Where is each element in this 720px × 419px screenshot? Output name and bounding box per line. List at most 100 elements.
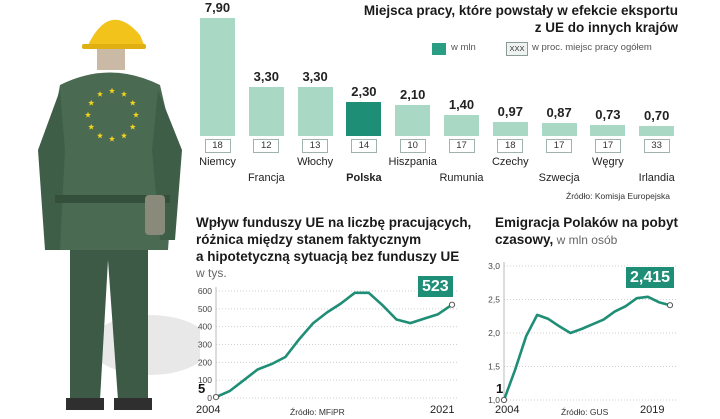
y-tick-label: 300 (198, 340, 212, 350)
endpoint-marker (212, 394, 220, 401)
y-tick-label: 500 (198, 304, 212, 314)
right-chart-source: Źródło: GUS (561, 407, 609, 417)
left-chart-x-start: 2004 (196, 404, 221, 416)
eu-star (97, 132, 103, 139)
worker-illustration (38, 19, 200, 410)
bar-category-label: Niemcy (199, 156, 236, 168)
legend-pct-box: XXX (506, 42, 528, 56)
bar-irlandia (639, 125, 675, 136)
bar-category-label: Rumunia (439, 172, 484, 184)
bar-percent-label: 12 (253, 139, 280, 153)
bar-value-label: 2,30 (351, 83, 377, 99)
endpoint-marker (500, 396, 508, 404)
left-chart-title-line2: różnica między stanem faktycznym (196, 232, 422, 247)
eu-star (129, 123, 136, 130)
y-tick-label: 2,0 (488, 328, 500, 338)
bar-szwecja (541, 123, 577, 136)
right-chart-x-end: 2019 (640, 404, 665, 416)
y-tick-label: 3,0 (488, 261, 500, 271)
left-chart-unit: w tys. (196, 266, 227, 280)
bar-polska (346, 101, 382, 136)
series-line (502, 295, 671, 401)
eu-star (85, 111, 91, 118)
eu-star (88, 123, 95, 130)
y-tick-label: 1,5 (488, 362, 500, 372)
bar-value-label: 0,97 (497, 103, 523, 119)
left-chart-title: Wpływ funduszy UE na liczbę pracujących,… (196, 214, 471, 282)
bar-węgry (590, 125, 626, 136)
bar-percent-label: 18 (204, 139, 231, 153)
y-tick-label: 2,5 (488, 295, 500, 305)
legend-pct-label: w proc. miejsc pracy ogółem (532, 42, 652, 53)
bar-hiszpania (395, 104, 431, 136)
bar-rumunia (444, 115, 479, 136)
eu-star (121, 91, 127, 97)
bar-value-label: 3,30 (253, 68, 279, 84)
bar-category-label: Czechy (491, 156, 529, 168)
y-tick-label: 200 (198, 357, 212, 367)
eu-star (121, 132, 127, 139)
bar-percent-label: 13 (302, 139, 329, 153)
bar-percent-label: 10 (399, 139, 426, 153)
bar-category-label: Hiszpania (388, 156, 437, 168)
bar-francja (248, 86, 284, 136)
bar-percent-label: 17 (546, 139, 573, 153)
right-line-chart: 1,0 1,5 2,0 2,5 3,0 (488, 261, 676, 405)
right-chart-start-label: 1 (496, 381, 504, 396)
endpoint-marker (666, 302, 674, 309)
right-chart-x-start: 2004 (495, 404, 520, 416)
bar-chart-source: Źródło: Komisja Europejska (566, 191, 670, 201)
bar-percent-label: 33 (643, 139, 670, 153)
left-chart-title-line1: Wpływ funduszy UE na liczbę pracujących, (196, 215, 472, 230)
left-chart-end-callout: 523 (417, 275, 454, 298)
bar-category-label: Irlandia (638, 172, 675, 184)
eu-star (133, 111, 139, 118)
bar-category-label: Polska (346, 172, 382, 184)
bar-value-label: 2,10 (400, 86, 426, 102)
eu-star (109, 135, 115, 142)
bar-value-label: 7,90 (204, 0, 231, 15)
left-line-chart: 0 100 200 300 400 500 600 (198, 286, 458, 403)
bar-chart-title-line2: z UE do innych krajów (534, 20, 678, 35)
eu-star (97, 91, 103, 97)
right-chart-unit: w mln osób (553, 233, 618, 247)
bar-czechy (492, 121, 528, 136)
bar-value-label: 0,73 (595, 107, 621, 123)
bar-percent-label: 18 (497, 139, 524, 153)
y-tick-label: 0 (207, 393, 212, 403)
eu-star (109, 87, 115, 94)
bar-value-label: 0,70 (644, 107, 670, 123)
bar-chart-title-line1: Miejsca pracy, które powstały w efekcie … (363, 3, 678, 18)
bar-percent-label: 17 (594, 139, 621, 153)
legend-value-label: w mln (451, 42, 476, 53)
right-chart-title: Emigracja Polaków na pobyt czasowy, w ml… (495, 214, 678, 249)
left-chart-title-line3: a hipotetyczną sytuacją bez funduszy UE (196, 249, 460, 264)
eu-star (129, 99, 136, 106)
left-chart-start-label: 5 (198, 381, 206, 396)
right-chart-end-callout: 2,415 (625, 266, 676, 289)
bar-value-label: 3,30 (302, 68, 328, 84)
y-tick-label: 600 (198, 286, 212, 296)
bar-category-label: Węgry (592, 156, 624, 168)
bar-category-label: Szwecja (538, 172, 580, 184)
eu-star (88, 99, 95, 106)
bar-włochy (297, 86, 333, 136)
bar-percent-label: 17 (448, 139, 475, 153)
bar-chart-title: Miejsca pracy, które powstały w efekcie … (360, 2, 678, 36)
endpoint-marker (448, 301, 456, 308)
bar-percent-label: 14 (350, 139, 377, 153)
legend-swatch-value (432, 43, 446, 55)
y-tick-label: 1,0 (488, 395, 500, 405)
right-chart-title-line1: Emigracja Polaków na pobyt (495, 215, 679, 230)
left-chart-x-end: 2021 (430, 404, 455, 416)
series-line (215, 291, 453, 399)
bar-category-label: Francja (247, 172, 285, 184)
bar-value-label: 0,87 (546, 105, 572, 120)
bar-niemcy (200, 18, 235, 136)
bar-category-label: Włochy (297, 156, 334, 168)
bar-value-label: 1,40 (448, 97, 475, 113)
y-tick-label: 100 (198, 375, 212, 385)
left-chart-source: Źródło: MFiPR (290, 407, 345, 417)
y-tick-label: 400 (198, 322, 212, 332)
right-chart-title-line2: czasowy, (495, 232, 554, 247)
